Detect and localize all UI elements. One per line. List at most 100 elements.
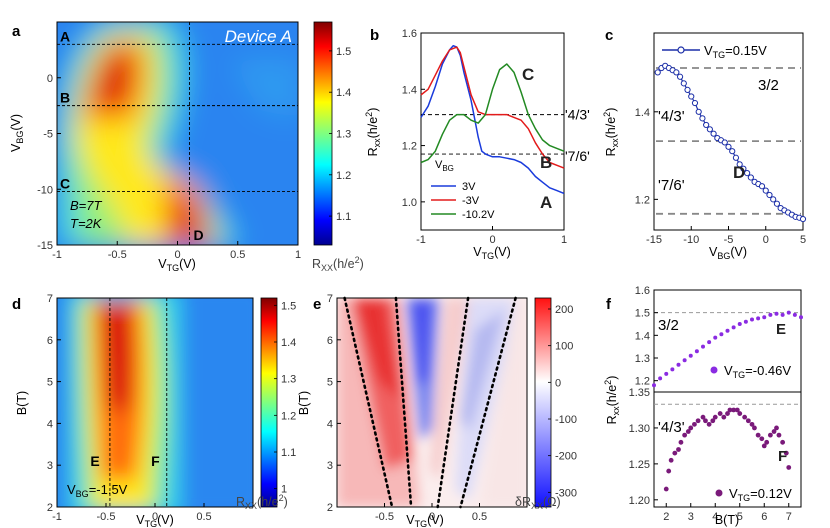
panel-f-xlabel: B(T) [715,513,739,527]
panel-f-top-point [780,312,785,317]
panel-b-xlabel: VTG(V) [473,245,511,261]
panel-d-ytick-label: 3 [47,460,53,472]
panel-c-point [770,196,777,203]
panel-f-top-point [701,344,705,349]
panel-f-bottom-ytick-label: 1.20 [629,495,650,507]
panel-label-c: c [605,27,613,44]
panel-a-cbar-tick-label: 1.3 [336,129,351,141]
panel-f-bottom-point [676,447,681,452]
panel-e-ytick-label: 5 [327,377,333,389]
panel-c-point [699,115,706,122]
panel-b-legend: 3V -3V -10.2V [431,181,495,221]
panel-c-xlabel: VBG(V) [709,245,747,261]
panel-c-point [766,191,773,199]
panel-f-bottom-curve-label: F [778,448,787,465]
panel-a-xtick-label: 0 [174,249,180,261]
panel-label-a: a [12,23,21,40]
panel-c-point [736,161,743,168]
panel-e: -0.5 0 0.5 2 3 4 5 6 7 e VTG(V) B(T) 200 100 0 -100… [297,293,577,528]
panel-c-xtick-label: -15 [646,234,662,246]
panel-f-bottom-plot: '4/3' F 2 3 4 5 6 7 1.20 1.25 1.30 1.35 [629,387,801,523]
panel-c-legend-text: VTG=0.15V [704,43,767,60]
panel-e-cbar-tick-label: -300 [555,487,577,499]
panel-c-point [744,169,751,177]
panel-f-bottom-xtick-label: 6 [761,511,767,523]
panel-f-bottom-point [682,432,688,438]
panel-f-bottom-xtick-label: 7 [786,511,792,523]
panel-c-ytick-label: 1.4 [635,107,650,119]
panel-f-top-ytick-label: 1.4 [635,330,650,342]
panel-f-bottom-point [780,439,786,445]
panel-f-top-point [737,322,742,326]
panel-f-top-point [719,332,724,337]
panel-e-cbar-tick-label: 100 [555,341,573,353]
panel-c-point [688,93,695,100]
panel-f-bottom-point [703,418,708,424]
panel-b-legend-label: -3V [462,195,480,207]
panel-e-ytick-label: 2 [327,502,333,514]
panel-f-top-legend: VTG=-0.46V [724,363,791,380]
panel-b-ylabel: Rxx(h/e2) [364,108,382,157]
panel-c-hline-label: '4/3' [658,108,685,125]
panel-a-ytick-label: -5 [43,129,53,141]
panel-c: 3/2'4/3''7/6'D-15 -10 -5 0 51.21.4 c VBG(V) … [602,27,807,261]
panel-f-top-point [756,316,761,321]
panel-e-dotted-line [459,296,517,509]
panel-c-point [758,183,766,190]
panel-b-ytick-label: 1.0 [402,197,417,209]
panel-f-bottom-point [668,457,674,463]
panel-b-hline-label: '4/3' [565,107,590,123]
panel-a-cbar-tick-label: 1.5 [336,46,351,58]
panel-b-ytick-label: 1.2 [402,141,417,153]
panel-d-xtick-label: 0 [152,511,158,523]
panel-a-xtick-label: -0.5 [108,249,127,261]
panel-c-point [673,69,680,76]
panel-f-top-point [676,362,681,367]
panel-f-top-point [762,315,767,320]
panel-e-xlabel: VTG(V) [406,513,444,528]
panel-f-top-point [682,358,687,363]
panel-f-top-point [688,353,693,358]
panel-c-xtick-label: -10 [683,234,699,246]
panel-c-xtick-label: 0 [763,234,769,246]
panel-e-colorbar-ticks: 200 100 0 -100 -200 -300 [548,304,577,499]
panel-b-series--10.2V [420,63,565,164]
panel-a: A B C D -1 -0.5 0 0.5 1 -15 -10 -5 0 a Device A B=7… [9,21,364,273]
panel-e-ytick-label: 7 [327,293,333,305]
panel-f-bottom-point [721,414,727,420]
panel-d-ytick-label: 7 [47,293,53,305]
panel-c-point [740,165,747,172]
panel-a-axes: -1 -0.5 0 0.5 1 -15 -10 -5 0 [37,73,301,261]
panel-f-top-point [658,376,663,381]
panel-a-cut-label-B: B [60,90,70,106]
panel-a-cut-lines: A B C D [57,22,298,245]
panel-e-ytick-label: 3 [327,460,333,472]
panel-d-cut-label-F: F [151,453,160,469]
panel-a-xtick-label: -1 [52,249,62,261]
panel-f: 3/2 E 1.2 1.3 1.4 1.5 1.6 '4/3' F 2 3 4 5 6 7 1.20 1.25… [603,285,803,527]
panel-a-annotation-t: T=2K [70,216,103,231]
panel-a-cbar-tick-label: 1.2 [336,170,351,182]
panel-b-legend-label: -10.2V [462,209,495,221]
panel-a-colorbar-ticks: 1.1 1.2 1.3 1.4 1.5 [329,46,351,223]
panel-b-curve-label-B: B [540,153,552,172]
panel-f-bottom-ytick-label: 1.35 [629,387,650,399]
panel-e-xtick-label: -0.5 [375,511,394,523]
panel-f-top-hline-label: 3/2 [658,317,679,334]
panel-f-bottom-point [700,414,706,420]
panel-b-curve-label-A: A [540,193,552,212]
panel-b-plot: '4/3' '7/6' A B C -1 0 1 1.0 1.2 1.4 1.6 [402,28,590,246]
panel-c-ylabel: Rxx(h/e2) [602,108,620,157]
panel-e-xtick-label: 0.5 [472,511,487,523]
panel-e-colorbar-label: δRXX(Ω) [515,495,561,511]
panel-e-cbar-tick-label: -100 [555,414,577,426]
panel-f-bottom-point [783,450,789,456]
panel-c-point [684,86,691,94]
panel-f-top-ytick-label: 1.2 [635,376,650,388]
panel-f-bottom-point [737,411,743,416]
panel-f-bottom-point [776,432,782,438]
panel-a-ytick-label: -15 [37,240,53,252]
panel-c-plot: 3/2 '4/3' '7/6' D -15 -10 -5 0 5 1.2 1.4 [635,62,807,246]
panel-a-colorbar-label: RXX(h/e2) [312,255,364,273]
